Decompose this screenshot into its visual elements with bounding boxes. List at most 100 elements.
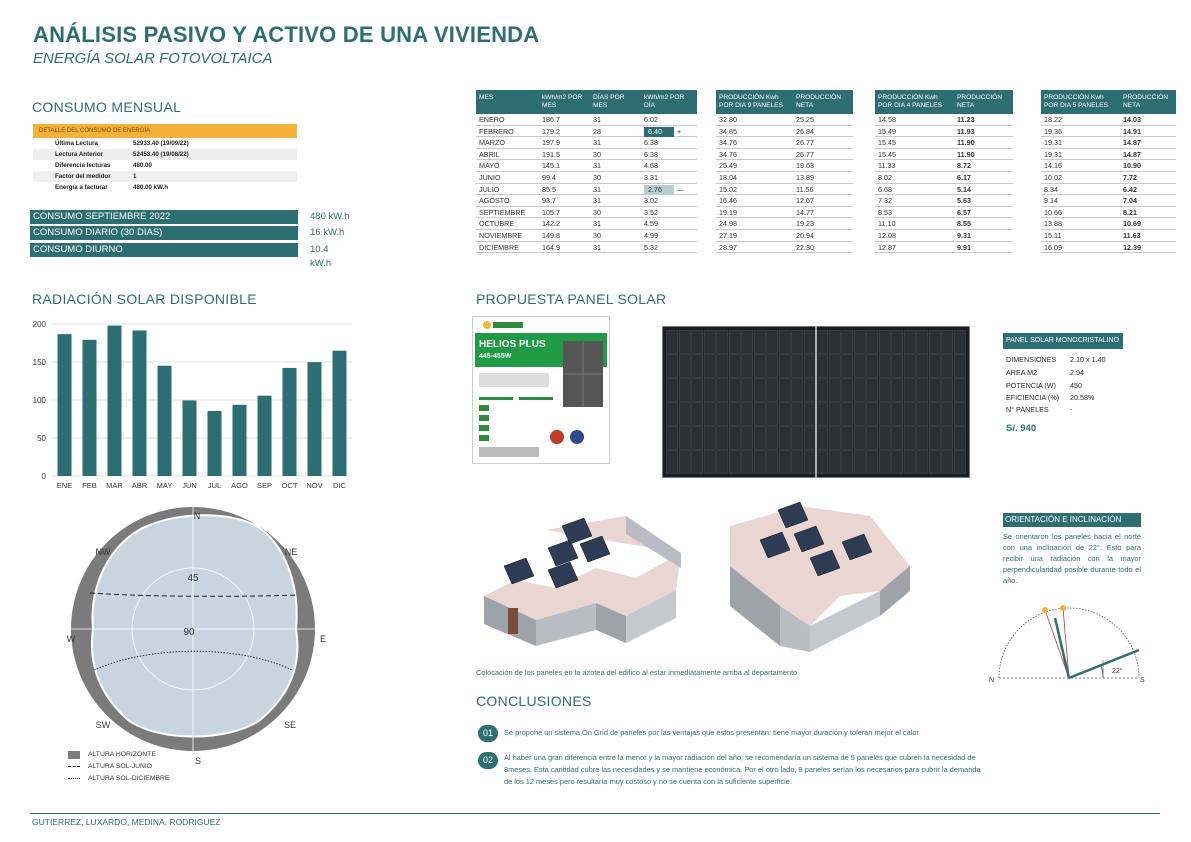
detail-value: 52933.40 (19/09/22) (133, 140, 189, 147)
table-row: 28.97 22.30 (716, 242, 853, 254)
legend-horizonte: ALTURA HORIZONTE (68, 749, 169, 760)
table-cell: JULIO (479, 184, 500, 194)
sun-path-december (93, 650, 293, 671)
table-cell: 10.02 (1044, 172, 1062, 182)
table-cell: 191.5 (542, 149, 560, 159)
table-row: 12.87 9.91 (875, 242, 1013, 254)
datasheet-subtitle: 445-455W (479, 353, 512, 360)
detail-label: Energía a facturar (55, 184, 108, 191)
table-row: 16.46 12.67 (716, 195, 853, 207)
table-row: 15.45 11.90 (875, 149, 1013, 161)
table-cell: 5.63 (957, 196, 971, 206)
table-cell: 6.57 (957, 207, 971, 217)
table-cell: 10.69 (1123, 219, 1141, 229)
table-cell: 11.90 (957, 149, 975, 159)
table-cell: 34.76 (719, 149, 737, 159)
table-row: 6.68 5.14 (875, 184, 1013, 196)
table-row: 11.33 8.72 (875, 160, 1013, 172)
table-cell: 14.58 (878, 115, 896, 124)
sun-path-diagram: 45 90 N NE E SE S SW W NW (67, 507, 326, 766)
y-tick-label: 100 (33, 396, 47, 405)
x-tick-label: DIC (333, 481, 347, 490)
max-marker: + (677, 126, 682, 136)
bar-jul (207, 411, 222, 476)
page-subtitle: ENERGÍA SOLAR FOTOVOLTAICA (33, 50, 273, 67)
table-cell: 10.66 (1044, 207, 1062, 217)
conclusion-item-2: 02 Al haber una gran diferencia entre la… (478, 752, 983, 788)
table-cell: 85.5 (542, 184, 556, 194)
table-cell: MAYO (479, 161, 500, 171)
table-row: ENERO 186.7 31 6.02 (476, 114, 697, 126)
table-cell: 99.4 (542, 172, 556, 182)
table-cell: 34.76 (719, 138, 737, 148)
y-tick-label: 50 (37, 434, 46, 443)
detail-label: Diferencia lecturas (55, 162, 111, 169)
table-cell: 149.8 (542, 230, 560, 240)
table-cell: 12.67 (796, 196, 814, 206)
bar-jun (182, 400, 197, 476)
table-row: 34.85 26.84 (716, 126, 853, 138)
table-cell: FEBRERO (479, 126, 514, 136)
table-cell: 179.2 (542, 126, 560, 136)
table-cell: AGOSTO (479, 196, 510, 206)
orientation-n-label: N (989, 677, 994, 684)
building-render-2 (730, 501, 910, 652)
table-cell: 18.22 (1044, 115, 1062, 124)
radiation-section-title: RADIACIÓN SOLAR DISPONIBLE (32, 291, 257, 307)
radiation-bar-chart: 0 50 100 150 200 ENE FEB MAR ABR MAY JUN JUL AGO SEP O… (33, 320, 352, 490)
solar-panel-image (662, 326, 970, 478)
table-cell: 32.80 (719, 115, 737, 124)
table-cell: 15.49 (878, 126, 896, 136)
legend-swatch-diciembre (68, 777, 80, 779)
conclusion-item-1: 01 Se propone un sistema On Grid de pane… (478, 725, 983, 742)
table-cell: 11.23 (957, 115, 975, 124)
table-cell: 31 (593, 219, 601, 229)
table-column-group: PRODUCCIÓN Kwh POR DIA 4 PANELES PRODUCCI… (875, 90, 1013, 254)
spec-key: DIMENSIONES (1006, 355, 1057, 364)
orientation-title: ORIENTACIÓN E INCLINACIÓN (1003, 513, 1141, 527)
table-cell: 19.31 (1044, 138, 1062, 148)
detail-header: DETALLE DEL CONSUMO DE ENERGÍA (33, 124, 297, 138)
table-cell: 6.38 (644, 138, 658, 148)
conclusion-number: 02 (478, 752, 498, 769)
legend-swatch-horizonte (68, 750, 80, 759)
table-row: JULIO 85.5 31 2.76— (476, 184, 697, 196)
spec-value: 2.10 x 1.40 (1070, 355, 1106, 364)
kpi-consumo-diario: CONSUMO DIARIO (30 DIAS) 16 kW.h (30, 226, 350, 240)
bar-sep (257, 395, 272, 476)
table-cell: 25.25 (796, 115, 814, 124)
table-cell: JUNIO (479, 172, 501, 182)
table-cell: 8.72 (957, 161, 971, 171)
legend-label: ALTURA SOL-DICIEMBRE (88, 774, 170, 782)
table-row: 12.08 9.31 (875, 230, 1013, 242)
table-cell: 26.77 (796, 138, 814, 148)
x-tick-label: MAR (106, 481, 123, 490)
spec-value: - (1070, 405, 1073, 414)
table-row: SEPTIEMBRE 105.7 30 3.52 (476, 207, 697, 219)
spec-key: EFICIENCIA (%) (1006, 393, 1060, 402)
x-tick-label: JUL (208, 481, 221, 490)
table-cell: 6.17 (957, 172, 971, 182)
datasheet-title: HELIOS PLUS (479, 339, 546, 350)
table-cell: 15.02 (719, 184, 737, 194)
table-row: 9.14 7.04 (1041, 195, 1176, 207)
table-cell: 15.45 (878, 149, 896, 159)
table-cell: NOVIEMBRE (479, 230, 523, 240)
table-header-cell: PRODUCCIÓN NETA (1120, 90, 1176, 114)
detail-row: Lectura Anterior 52453.40 (19/08/22) (33, 149, 297, 160)
table-row: 25.49 19.63 (716, 160, 853, 172)
bar-feb (82, 339, 97, 476)
bar-dic (332, 350, 347, 476)
table-cell: ENERO (479, 115, 505, 124)
table-cell: 30 (593, 149, 601, 159)
angle-label: 22° (1112, 667, 1123, 675)
table-cell: 8.21 (1123, 207, 1137, 217)
table-cell: 30 (593, 207, 601, 217)
table-cell: 164.9 (542, 242, 560, 252)
table-row: 15.45 11.90 (875, 137, 1013, 149)
table-cell: 7.04 (1123, 196, 1137, 206)
table-row: AGOSTO 93.7 31 3.02 (476, 195, 697, 207)
table-row: 14.58 11.23 (875, 114, 1013, 126)
table-row: ABRIL 191.5 30 6.38 (476, 149, 697, 161)
table-row: OCTUBRE 142.2 31 4.59 (476, 218, 697, 230)
